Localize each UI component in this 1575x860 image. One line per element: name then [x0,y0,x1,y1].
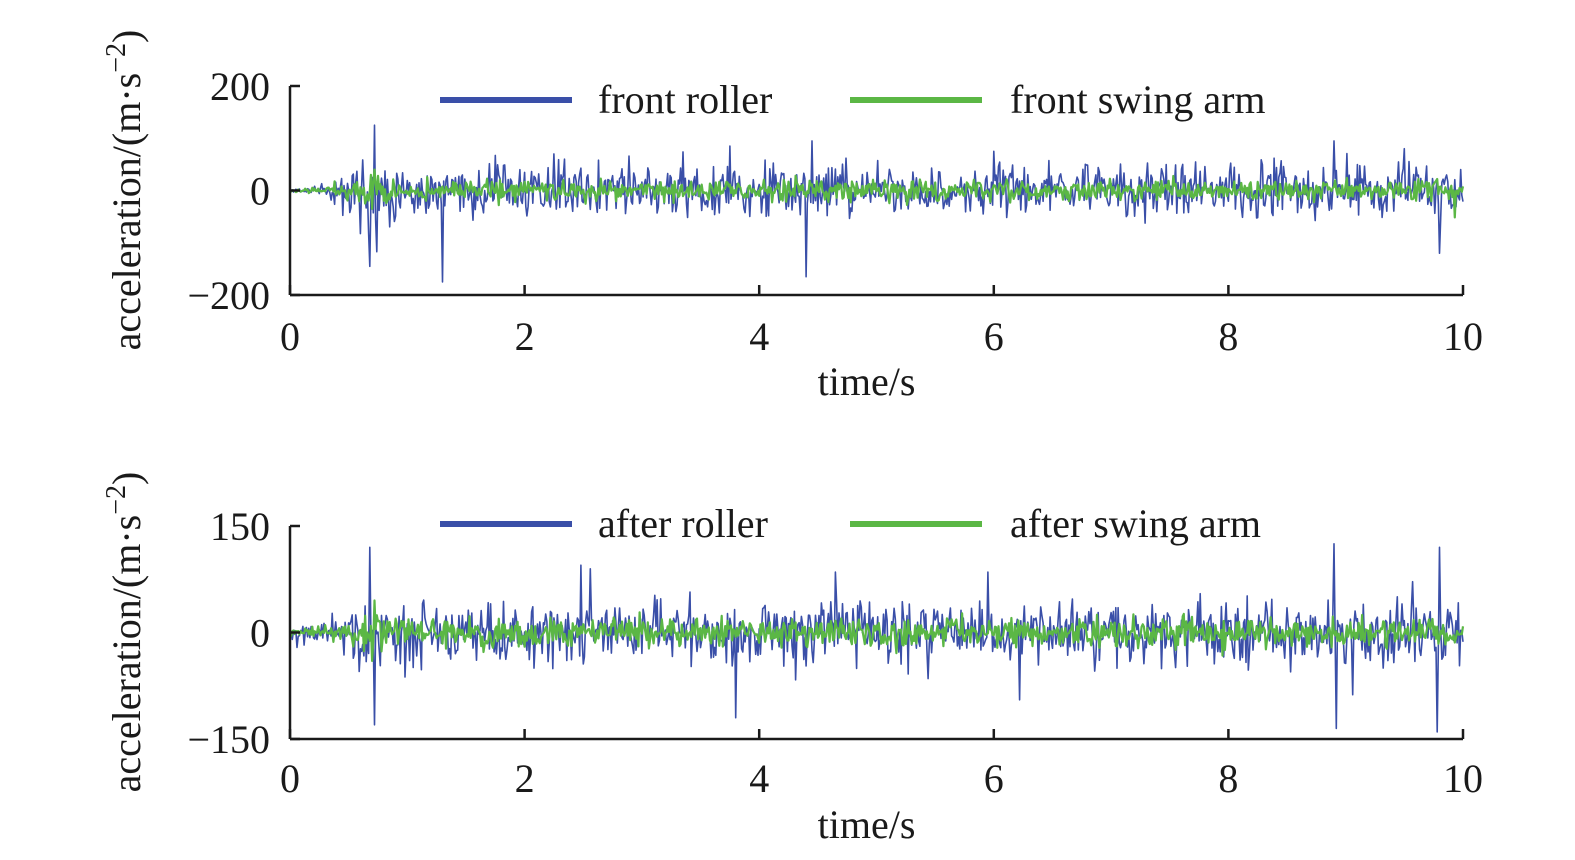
chart-panel-1: 0 2 4 6 8 10−2000200time/sacceleration/(m·s−2… [101,30,1484,404]
y-axis-title: acceleration/(m·s−2) [101,30,150,351]
series-line-after-swing-arm [288,599,1465,662]
legend-label: front swing arm [1010,77,1266,122]
x-tick-label: 6 [984,314,1004,359]
series-line-front-swing-arm [289,168,1465,219]
legend-label: after roller [598,501,768,546]
y-axis-title: acceleration/(m·s−2) [101,472,150,793]
y-tick-label: 150 [210,504,270,549]
x-tick-label: 4 [749,314,769,359]
x-tick-label: 0 [280,314,300,359]
x-tick-label: 10 [1443,314,1483,359]
series-line-front-roller [289,124,1464,283]
x-tick-label: 2 [515,756,535,801]
x-tick-label: 4 [749,756,769,801]
y-tick-label: 0 [250,169,270,214]
y-tick-label: 0 [250,611,270,656]
x-tick-label: 2 [515,314,535,359]
x-axis-title: time/s [818,802,916,847]
x-tick-label: 0 [280,756,300,801]
x-tick-label: 10 [1443,756,1483,801]
x-tick-label: 8 [1218,314,1238,359]
y-tick-label: −200 [187,273,270,318]
x-axis-title: time/s [818,359,916,404]
chart-panel-2: 0 2 4 6 8 10−1500150time/sacceleration/(m·s−2… [101,472,1484,847]
series-line-after-roller [289,543,1464,733]
legend-label: after swing arm [1010,501,1261,546]
x-tick-label: 6 [984,756,1004,801]
x-tick-label: 8 [1218,756,1238,801]
legend-label: front roller [598,77,772,122]
y-tick-label: −150 [187,717,270,762]
y-tick-label: 200 [210,64,270,109]
